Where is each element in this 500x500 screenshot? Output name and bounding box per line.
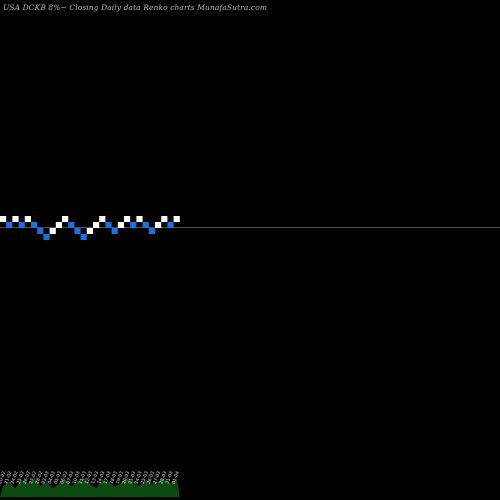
renko-brick-down: [37, 228, 44, 234]
renko-brick-down: [43, 234, 50, 240]
date-label: 19-03: [115, 470, 125, 484]
date-label: 28-02: [34, 470, 44, 484]
date-label: 07-03: [65, 470, 75, 484]
date-label: 26-03: [146, 470, 156, 484]
date-label: 21-02: [3, 470, 13, 484]
date-label: 10-03: [72, 470, 82, 484]
date-label: 25-03: [140, 470, 150, 484]
renko-brick-down: [74, 228, 81, 234]
renko-brick-down: [18, 222, 25, 228]
date-label: 20-02: [0, 470, 7, 484]
renko-brick-up: [161, 216, 168, 222]
renko-brick-down: [105, 222, 112, 228]
volume-area-shape: [0, 477, 180, 497]
date-label: 27-03: [152, 470, 162, 484]
renko-brick-down: [31, 222, 38, 228]
renko-brick-up: [55, 222, 62, 228]
renko-brick-down: [167, 222, 174, 228]
renko-brick-up: [0, 216, 7, 222]
date-labels: 20-0221-0224-0225-0226-0227-0228-0203-03…: [0, 470, 181, 484]
volume-area: [0, 477, 180, 497]
date-label: 11-03: [78, 470, 88, 484]
renko-brick-down: [111, 228, 118, 234]
renko-bricks: [0, 216, 180, 240]
renko-brick-down: [130, 222, 137, 228]
date-label: 03-03: [41, 470, 51, 484]
date-label: 06-03: [59, 470, 69, 484]
date-label: 18-03: [109, 470, 119, 484]
date-label: 28-03: [158, 470, 168, 484]
date-label: 24-03: [134, 470, 144, 484]
date-label: 17-03: [103, 470, 113, 484]
date-label: 13-03: [90, 470, 100, 484]
renko-brick-down: [68, 222, 75, 228]
chart-title: USA DCKB 8%~ Closing Daily data Renko ch…: [3, 3, 268, 12]
date-label: 31-03: [165, 470, 175, 484]
date-label: 27-02: [28, 470, 38, 484]
renko-brick-up: [117, 222, 124, 228]
renko-brick-up: [155, 222, 162, 228]
date-label: 26-02: [22, 470, 32, 484]
renko-brick-up: [24, 216, 31, 222]
renko-brick-up: [173, 216, 180, 222]
renko-brick-down: [142, 222, 149, 228]
date-label: 12-03: [84, 470, 94, 484]
date-label: 25-02: [16, 470, 26, 484]
date-label: 05-03: [53, 470, 63, 484]
renko-brick-up: [124, 216, 131, 222]
date-label: 24-02: [10, 470, 20, 484]
renko-brick-up: [49, 228, 56, 234]
renko-brick-up: [62, 216, 69, 222]
date-label: 21-03: [127, 470, 137, 484]
date-label: 01-04: [171, 470, 181, 484]
renko-brick-down: [148, 228, 155, 234]
renko-brick-up: [86, 228, 93, 234]
date-label: 14-03: [96, 470, 106, 484]
date-label: 20-03: [121, 470, 131, 484]
renko-brick-down: [80, 234, 87, 240]
renko-brick-up: [136, 216, 143, 222]
renko-brick-up: [93, 222, 100, 228]
renko-brick-down: [6, 222, 13, 228]
renko-brick-up: [99, 216, 106, 222]
date-label: 04-03: [47, 470, 57, 484]
renko-brick-up: [12, 216, 19, 222]
